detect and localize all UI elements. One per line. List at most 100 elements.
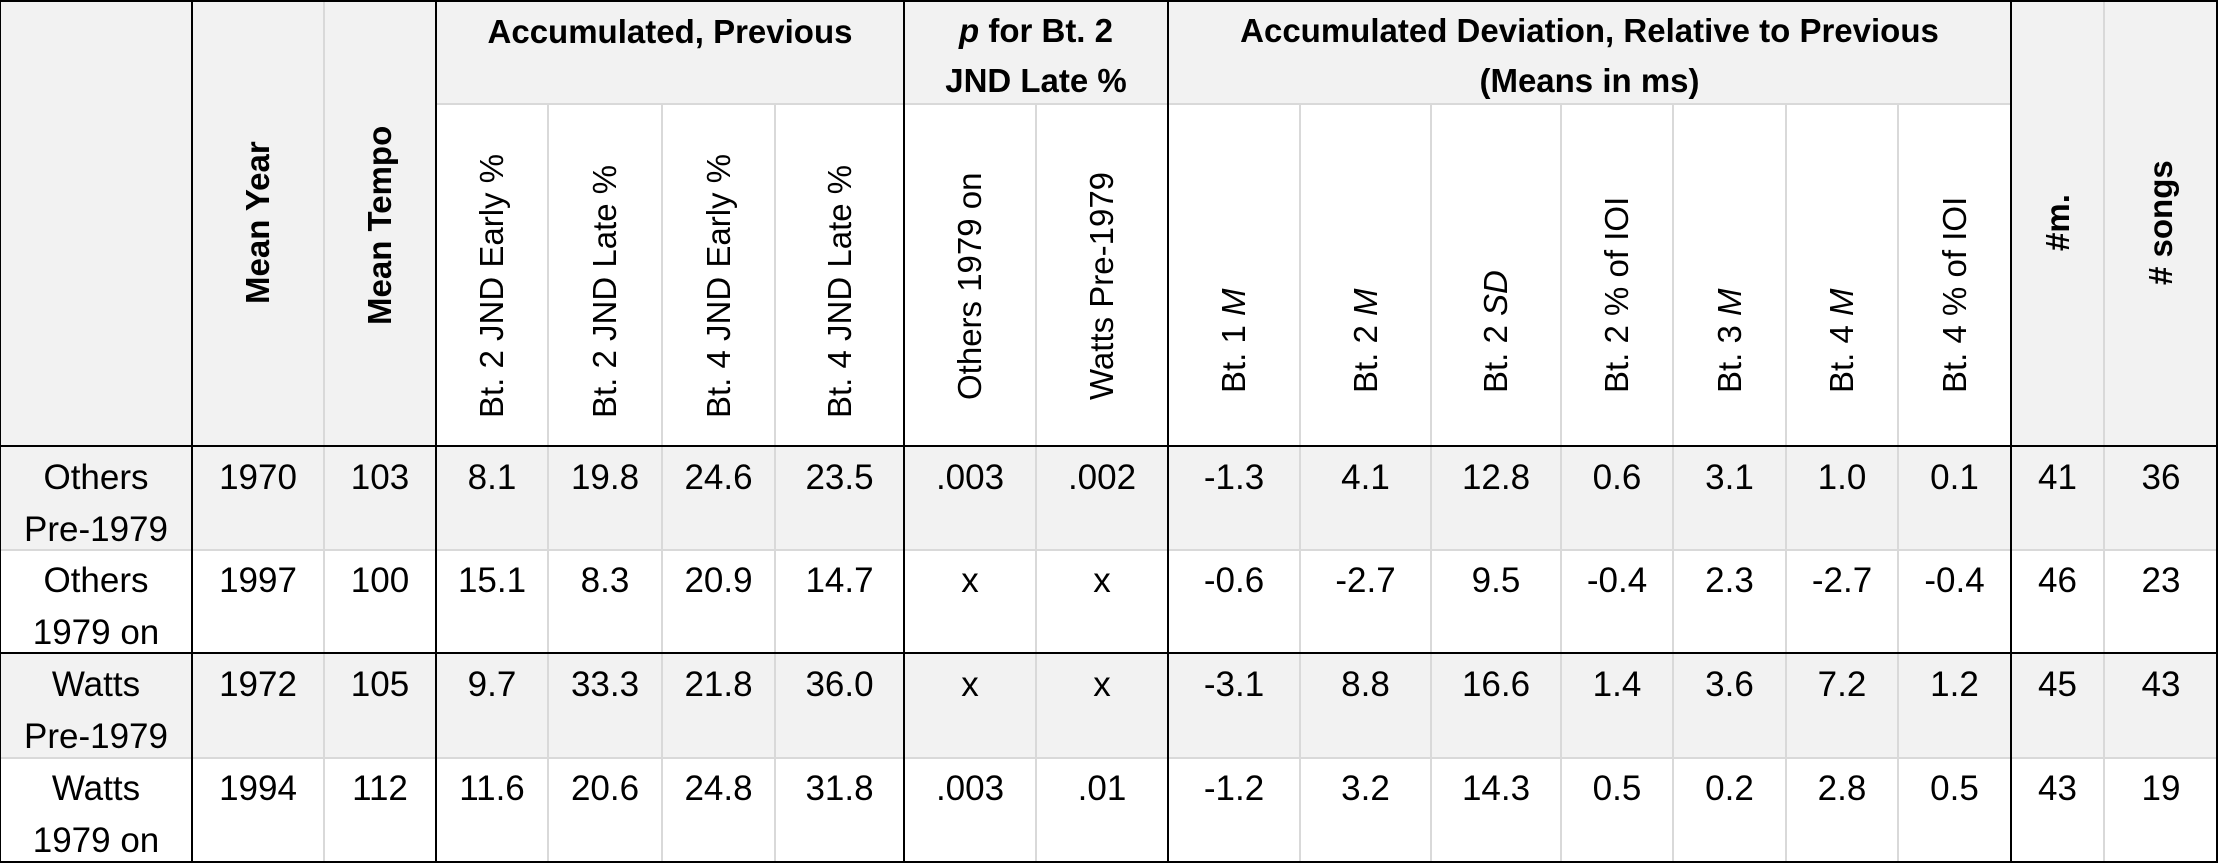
table-cell: x — [961, 561, 979, 600]
table-cell: 105 — [350, 665, 410, 704]
group-header-deviation-line1: Accumulated Deviation, Relative to Previ… — [1240, 12, 1939, 49]
table-cell: -1.3 — [1203, 458, 1265, 497]
table-cell: x — [1093, 665, 1111, 704]
table-cell: x — [961, 665, 979, 704]
table-cell: -2.7 — [1811, 561, 1873, 600]
grid-line — [1167, 0, 1169, 863]
table-cell: 14.7 — [805, 561, 874, 600]
table-cell: -1.2 — [1203, 769, 1265, 808]
grid-line — [436, 103, 2011, 105]
column-header-bt3-m: Bt. 3 M — [1711, 288, 1749, 393]
column-header-text: Mean Tempo — [361, 125, 398, 325]
table-cell: 8.8 — [1341, 665, 1390, 704]
table-cell: 3.2 — [1341, 769, 1390, 808]
column-header-text: Mean Year — [239, 140, 276, 304]
grid-line — [1430, 104, 1432, 863]
grid-line — [2216, 0, 2218, 863]
grid-line — [0, 0, 1, 863]
row-label-line2: Pre-1979 — [24, 717, 168, 756]
header-num-m-cell — [2011, 0, 2104, 446]
column-header-bt4-jnd-early: Bt. 4 JND Early % — [700, 154, 738, 418]
header-mean-tempo-cell — [324, 0, 436, 446]
header-mean-year-cell — [192, 0, 324, 446]
column-header-bt2-jnd-late: Bt. 2 JND Late % — [586, 165, 624, 418]
column-header-text: Bt. 2 % of IOI — [1598, 196, 1635, 393]
grid-line — [0, 652, 2218, 654]
table-cell: 15.1 — [457, 561, 527, 600]
table-cell: 1994 — [219, 769, 297, 808]
table-cell: .003 — [935, 769, 1005, 808]
table-cell: 103 — [350, 458, 410, 497]
column-header-text: Bt. 4 JND Early % — [699, 153, 737, 418]
row-label-line2: 1979 on — [32, 613, 160, 652]
header-num-songs-cell — [2104, 0, 2218, 446]
column-header-mean-year: Mean Year — [239, 141, 277, 304]
row-band-1 — [0, 446, 2218, 549]
column-header-text: #m. — [2038, 193, 2076, 251]
group-header-accumulated-previous-text: Accumulated, Previous — [487, 13, 853, 50]
table-cell: 20.6 — [570, 769, 640, 808]
table-cell: 19.8 — [570, 458, 640, 497]
table-cell: -0.4 — [1586, 561, 1648, 600]
table-cell: 1970 — [219, 458, 297, 497]
column-header-text: Bt. 4 % of IOI — [1935, 196, 1973, 393]
grid-line — [0, 0, 2218, 2]
table-cell: 2.8 — [1817, 769, 1867, 808]
table-cell: 0.6 — [1592, 458, 1642, 497]
table-cell: 19 — [2141, 769, 2181, 808]
column-header-p-watts-pre-1979: Watts Pre-1979 — [1083, 172, 1121, 400]
grid-line — [903, 0, 905, 863]
table-cell: 41 — [2038, 458, 2077, 497]
table-cell: 23.5 — [805, 458, 874, 497]
column-header-bt1-m: Bt. 1 M — [1215, 288, 1253, 393]
table-cell: .002 — [1067, 458, 1137, 497]
table-cell: 43 — [2038, 769, 2077, 808]
table-cell: 21.8 — [684, 665, 753, 704]
group-header-deviation-line2: (Means in ms) — [1479, 62, 1700, 99]
group-header-accumulated-deviation: Accumulated Deviation, Relative to Previ… — [1168, 0, 2011, 104]
table-cell: 7.2 — [1817, 665, 1867, 704]
column-header-bt2-sd: Bt. 2 SD — [1477, 270, 1515, 393]
table-cell: 36 — [2141, 458, 2181, 497]
grid-line — [774, 104, 776, 863]
column-header-mean-tempo: Mean Tempo — [361, 125, 399, 324]
grid-line — [0, 861, 2218, 863]
table-cell: 1.4 — [1592, 665, 1642, 704]
table-cell: x — [1093, 561, 1111, 600]
table-cell: 24.6 — [684, 458, 753, 497]
grid-line — [323, 0, 325, 863]
table-cell: 1.2 — [1930, 665, 1979, 704]
table-cell: 24.8 — [684, 769, 753, 808]
row-label-line1: Others — [43, 458, 149, 497]
column-header-text: Bt. 4 — [1823, 315, 1860, 393]
grid-line — [435, 0, 437, 863]
group-header-p-for-bt2: p for Bt. 2 JND Late % — [904, 0, 1168, 104]
column-header-italic: M — [1710, 288, 1748, 316]
table-cell: 1.0 — [1817, 458, 1867, 497]
row-label: Others Pre-1979 — [0, 446, 192, 549]
row-label: Watts Pre-1979 — [0, 653, 192, 757]
table-cell: 9.7 — [467, 665, 517, 704]
table-cell: 11.6 — [459, 769, 525, 808]
group-header-accumulated-previous: Accumulated, Previous — [436, 0, 904, 104]
table-cell: 1972 — [219, 665, 297, 704]
column-header-bt2-jnd-early: Bt. 2 JND Early % — [473, 154, 511, 418]
column-header-bt2-pct-ioi: Bt. 2 % of IOI — [1598, 197, 1636, 393]
grid-line — [191, 0, 193, 863]
row-label-line1: Others — [43, 561, 149, 600]
column-header-p-others-1979-on: Others 1979 on — [951, 173, 989, 401]
table-cell: .01 — [1077, 769, 1127, 808]
table-cell: 112 — [352, 769, 408, 808]
table-cell: 8.3 — [580, 561, 630, 600]
column-header-bt2-m: Bt. 2 M — [1347, 288, 1385, 393]
column-header-num-m: #m. — [2039, 194, 2077, 251]
grid-line — [661, 104, 663, 863]
table-cell: 23 — [2141, 561, 2181, 600]
row-label: Others 1979 on — [0, 549, 192, 653]
column-header-text: Bt. 3 — [1710, 315, 1748, 393]
table-cell: 31.8 — [805, 769, 874, 808]
group-header-p-rest: for Bt. 2 — [979, 12, 1113, 49]
table-cell: 12.8 — [1461, 458, 1531, 497]
column-header-bt4-m: Bt. 4 M — [1823, 288, 1861, 393]
